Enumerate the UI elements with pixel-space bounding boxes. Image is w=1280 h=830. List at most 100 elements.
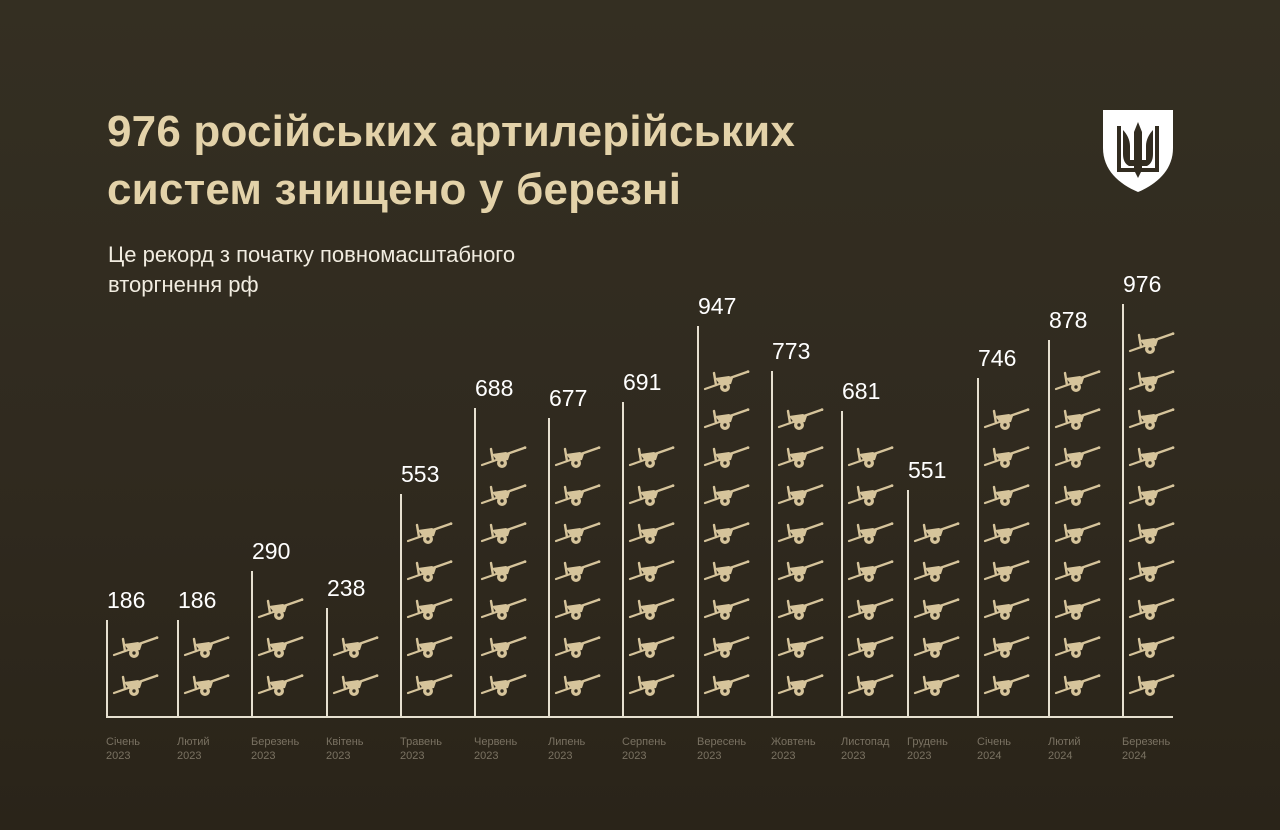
category-month: Березень xyxy=(1122,736,1171,748)
category-year: 2023 xyxy=(771,750,796,762)
artillery-gun-icon xyxy=(847,636,894,658)
category-month: Жовтень xyxy=(771,736,816,748)
artillery-gun-icon xyxy=(628,636,675,658)
artillery-gun-icon xyxy=(257,636,304,658)
bar-line xyxy=(622,402,624,716)
artillery-gun-icon xyxy=(983,446,1030,468)
artillery-gun-icon xyxy=(1128,598,1175,620)
category-label: Жовтень 2023 xyxy=(771,735,816,763)
artillery-gun-icon xyxy=(777,408,824,430)
bar-value-label: 746 xyxy=(978,345,1017,371)
bar-line xyxy=(474,408,476,716)
category-month: Листопад xyxy=(841,736,890,748)
category-label: Листопад 2023 xyxy=(841,735,889,763)
bar-line xyxy=(400,494,402,716)
bar-line xyxy=(251,571,253,716)
category-label: Червень 2023 xyxy=(474,735,517,763)
artillery-gun-icon xyxy=(1128,522,1175,544)
artillery-gun-icon xyxy=(983,522,1030,544)
category-month: Лютий xyxy=(1048,736,1081,748)
category-label: Лютий 2023 xyxy=(177,735,210,763)
bar-value-label: 186 xyxy=(178,587,217,613)
artillery-gun-icon xyxy=(703,560,750,582)
bar-value-label: 691 xyxy=(623,369,662,395)
artillery-gun-icon xyxy=(480,598,527,620)
artillery-gun-icon xyxy=(480,446,527,468)
bar-value-label: 290 xyxy=(252,538,291,564)
artillery-gun-icon xyxy=(480,674,527,696)
bar-line xyxy=(1048,340,1050,716)
bar-line xyxy=(841,411,843,716)
bar-value-label: 238 xyxy=(327,575,366,601)
category-year: 2023 xyxy=(251,750,276,762)
title-line-2: систем знищено у березні xyxy=(107,165,682,214)
artillery-gun-icon xyxy=(703,598,750,620)
bar-line xyxy=(1122,304,1124,716)
artillery-gun-icon xyxy=(1128,370,1175,392)
trident-shield-icon xyxy=(1103,110,1173,192)
artillery-gun-icon xyxy=(777,522,824,544)
category-month: Травень xyxy=(400,736,442,748)
bar-line xyxy=(548,418,550,716)
category-year: 2023 xyxy=(841,750,866,762)
artillery-gun-icon xyxy=(1128,636,1175,658)
category-year: 2023 xyxy=(106,750,131,762)
bar-line xyxy=(907,490,909,716)
artillery-gun-icon xyxy=(703,674,750,696)
category-year: 2023 xyxy=(548,750,573,762)
artillery-gun-icon xyxy=(554,484,601,506)
artillery-gun-icon xyxy=(983,560,1030,582)
artillery-gun-icon xyxy=(1128,446,1175,468)
artillery-gun-icon xyxy=(554,446,601,468)
artillery-gun-icon xyxy=(183,636,230,658)
artillery-gun-icon xyxy=(703,636,750,658)
category-year: 2023 xyxy=(474,750,499,762)
artillery-gun-icon xyxy=(1054,522,1101,544)
bar-value-label: 947 xyxy=(698,293,737,319)
artillery-gun-icon xyxy=(554,522,601,544)
category-label: Вересень 2023 xyxy=(697,735,746,763)
artillery-gun-icon xyxy=(847,484,894,506)
category-year: 2023 xyxy=(907,750,932,762)
category-label: Січень 2023 xyxy=(106,735,140,763)
category-month: Лютий xyxy=(177,736,210,748)
artillery-gun-icon xyxy=(913,598,960,620)
artillery-gun-icon xyxy=(777,674,824,696)
artillery-gun-icon xyxy=(628,446,675,468)
artillery-gun-icon xyxy=(1054,674,1101,696)
bar-value-label: 688 xyxy=(475,375,514,401)
bar-line xyxy=(177,620,179,716)
artillery-gun-icon xyxy=(1128,560,1175,582)
artillery-gun-icon xyxy=(983,408,1030,430)
artillery-gun-icon xyxy=(777,560,824,582)
artillery-gun-icon xyxy=(847,674,894,696)
artillery-gun-icon xyxy=(1054,484,1101,506)
artillery-gun-icon xyxy=(480,484,527,506)
artillery-gun-icon xyxy=(257,598,304,620)
bar-line xyxy=(326,608,328,716)
bar-value-label: 551 xyxy=(908,457,947,483)
artillery-gun-icon xyxy=(480,636,527,658)
artillery-gun-icon xyxy=(480,560,527,582)
bar-value-label: 976 xyxy=(1123,271,1162,297)
category-month: Січень xyxy=(977,736,1012,748)
artillery-gun-icon xyxy=(1054,446,1101,468)
category-label: Лютий 2024 xyxy=(1048,735,1081,763)
category-year: 2023 xyxy=(697,750,722,762)
artillery-gun-icon xyxy=(777,446,824,468)
artillery-gun-icon xyxy=(332,674,379,696)
artillery-gun-icon xyxy=(628,522,675,544)
category-label: Березень 2023 xyxy=(251,735,299,763)
bar-value-label: 773 xyxy=(772,338,811,364)
category-year: 2024 xyxy=(1048,750,1073,762)
category-year: 2023 xyxy=(326,750,351,762)
artillery-gun-icon xyxy=(983,674,1030,696)
artillery-gun-icon xyxy=(406,674,453,696)
artillery-gun-icon xyxy=(703,446,750,468)
artillery-gun-icon xyxy=(628,560,675,582)
category-year: 2023 xyxy=(622,750,647,762)
category-month: Січень xyxy=(106,736,141,748)
artillery-gun-icon xyxy=(913,522,960,544)
artillery-gun-icon xyxy=(406,560,453,582)
